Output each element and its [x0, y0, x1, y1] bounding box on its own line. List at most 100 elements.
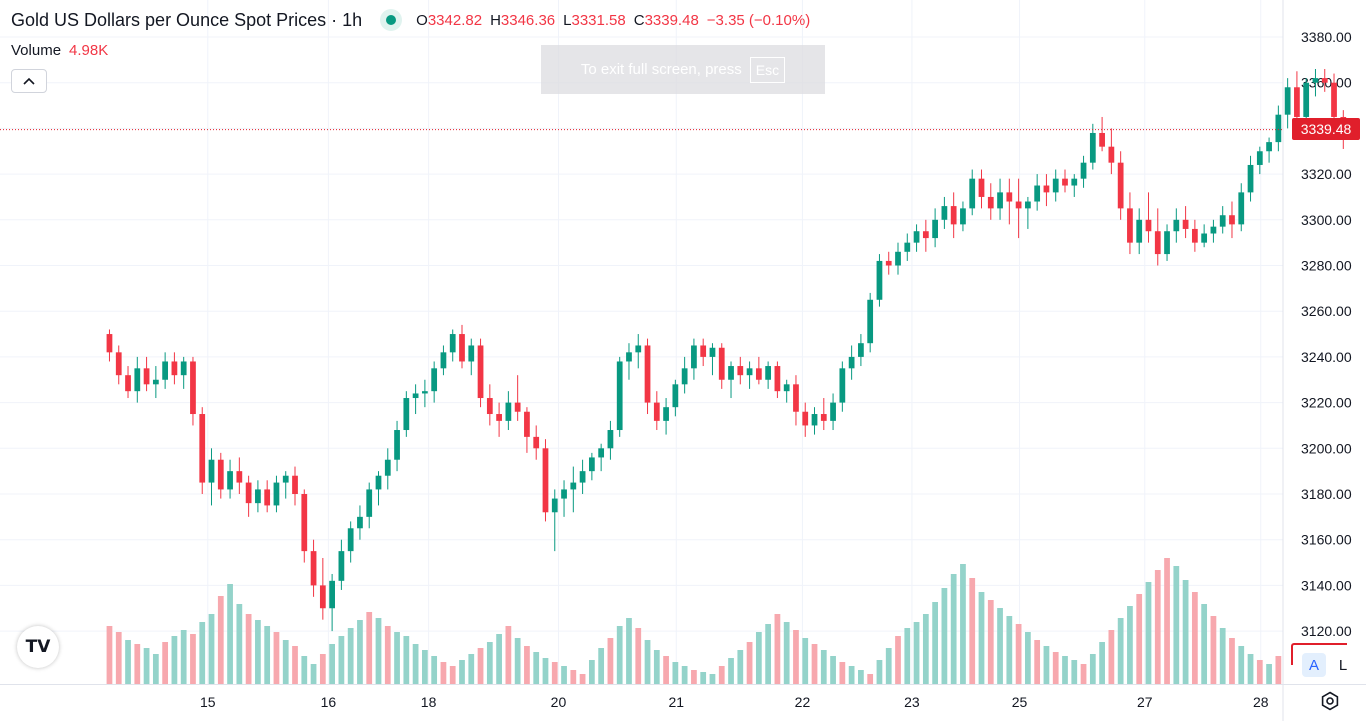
- volume-bar: [969, 578, 976, 684]
- x-tick-label: 16: [321, 694, 337, 710]
- candle-body: [542, 448, 549, 513]
- volume-bar: [292, 646, 298, 684]
- collapse-legend-button[interactable]: [11, 69, 47, 93]
- volume-bar: [635, 628, 642, 684]
- esc-key-badge: Esc: [749, 56, 786, 83]
- candle-body: [551, 498, 558, 513]
- candle-body: [1080, 162, 1087, 179]
- volume-bar: [709, 674, 716, 684]
- volume-bar: [125, 640, 131, 684]
- candle-body: [848, 356, 855, 369]
- volume-bar: [366, 612, 373, 684]
- y-tick-label: 3140.00: [1301, 577, 1352, 593]
- candle-body: [134, 368, 141, 392]
- volume-label[interactable]: Volume: [11, 42, 62, 59]
- candle-body: [997, 192, 1003, 209]
- volume-bar: [440, 662, 447, 684]
- symbol-title[interactable]: Gold US Dollars per Ounce Spot Prices · …: [11, 9, 363, 30]
- candle-body: [1303, 82, 1310, 117]
- candle-body: [913, 231, 920, 243]
- candle-body: [375, 475, 382, 490]
- volume-bar: [449, 666, 456, 684]
- volume-bar: [858, 670, 864, 684]
- high-key: H: [490, 11, 501, 29]
- volume-bar: [180, 630, 187, 684]
- volume-bar: [987, 600, 994, 684]
- candle-body: [1331, 82, 1337, 117]
- tradingview-logo[interactable]: TV: [17, 626, 59, 668]
- candle-body: [922, 231, 929, 239]
- candle-body: [301, 494, 308, 552]
- candle-body: [329, 580, 335, 609]
- y-tick-label: 3240.00: [1301, 349, 1352, 365]
- candle-body: [227, 471, 233, 490]
- candle-body: [1117, 162, 1124, 209]
- candle-body: [236, 471, 243, 483]
- candle-body: [700, 345, 707, 357]
- gear-icon[interactable]: [1319, 690, 1341, 712]
- candle-body: [533, 436, 540, 449]
- volume-bar: [533, 652, 540, 684]
- volume-bar: [115, 632, 122, 684]
- candle-body: [171, 361, 178, 376]
- x-tick-label: 20: [551, 694, 567, 710]
- volume-bar: [700, 672, 707, 684]
- candle-body: [811, 414, 818, 426]
- ohlc-values: O 3342.82 H 3346.36 L 3331.58 C 3339.48 −3.3…: [416, 12, 818, 29]
- candle-body: [960, 208, 966, 225]
- candle-body: [190, 361, 196, 415]
- volume-bar: [505, 626, 512, 684]
- volume-bar: [347, 628, 354, 684]
- volume-bar: [848, 666, 855, 684]
- candle-body: [524, 411, 530, 437]
- low-key: L: [563, 11, 572, 29]
- candle-body: [477, 345, 484, 399]
- volume-bar: [1210, 616, 1217, 684]
- volume-bar: [477, 648, 484, 684]
- candle-body: [839, 368, 846, 403]
- volume-bar: [691, 670, 697, 684]
- volume-bar: [1071, 660, 1078, 684]
- candle-body: [319, 585, 326, 609]
- candle-body: [598, 448, 605, 458]
- y-tick-label: 3200.00: [1301, 440, 1352, 456]
- y-tick-label: 3380.00: [1301, 29, 1352, 45]
- candle-body: [180, 361, 187, 376]
- candle-body: [607, 430, 614, 449]
- candle-body: [691, 345, 697, 369]
- volume-bar: [1154, 570, 1161, 684]
- candle-body: [1136, 219, 1143, 243]
- candle-body: [217, 459, 224, 490]
- y-tick-label: 3160.00: [1301, 532, 1352, 548]
- volume-bar: [644, 640, 651, 684]
- candle-body: [941, 206, 948, 220]
- candle-body: [1284, 87, 1291, 115]
- candle-body: [1173, 219, 1180, 232]
- y-tick-label: 3180.00: [1301, 486, 1352, 502]
- volume-bar: [885, 648, 892, 684]
- volume-bar: [672, 662, 679, 684]
- volume-bar: [384, 626, 391, 684]
- candle-body: [468, 345, 475, 362]
- candle-body: [1089, 132, 1096, 163]
- candle-body: [1145, 219, 1152, 232]
- volume-bar: [394, 632, 400, 684]
- volume-bar: [746, 642, 753, 684]
- close-value: 3339.48: [644, 11, 699, 29]
- candle-body: [125, 375, 131, 392]
- log-scale-button[interactable]: L: [1331, 653, 1355, 677]
- candle-body: [765, 366, 772, 380]
- volume-bar: [1275, 656, 1282, 684]
- low-value: 3331.58: [571, 11, 626, 29]
- candle-body: [858, 343, 864, 357]
- volume-bar: [1052, 652, 1059, 684]
- candle-body: [1312, 78, 1319, 83]
- change-value: −3.35 (−0.10%): [706, 11, 811, 29]
- auto-scale-button[interactable]: A: [1302, 653, 1326, 677]
- volume-bar: [1145, 582, 1152, 684]
- volume-bar: [570, 670, 577, 684]
- volume-bar: [1108, 630, 1115, 684]
- open-value: 3342.82: [427, 11, 483, 29]
- volume-bar: [616, 626, 623, 684]
